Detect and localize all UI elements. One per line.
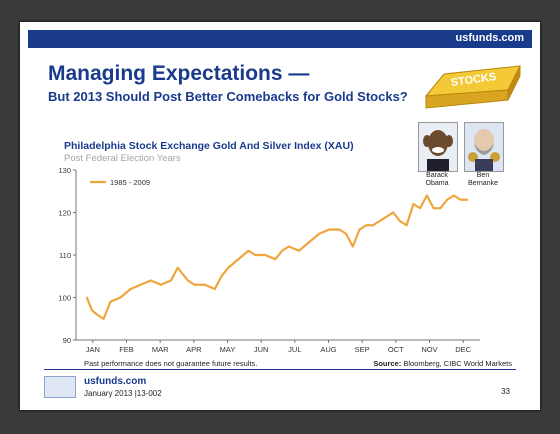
source-label: Source:: [373, 359, 402, 368]
footer-date: January 2013 |13-002: [84, 389, 162, 398]
data-point: [405, 224, 408, 227]
data-point: [439, 207, 442, 210]
x-tick-label: JAN: [86, 345, 100, 354]
bernanke-label: Ben Bernanke: [458, 172, 508, 188]
gold-bar-icon: STOCKS: [424, 65, 521, 109]
data-point: [264, 254, 267, 256]
data-point: [318, 232, 321, 235]
legend-label: 1985 - 2009: [110, 178, 150, 187]
data-point: [183, 275, 186, 278]
y-tick-label: 130: [58, 166, 71, 175]
disclaimer: Past performance does not guarantee futu…: [84, 359, 258, 368]
data-point: [446, 198, 448, 201]
data-point: [237, 258, 240, 261]
data-point: [372, 224, 374, 227]
data-point: [119, 296, 122, 299]
x-tick-label: APR: [186, 345, 202, 354]
data-point: [109, 300, 112, 303]
data-point: [459, 198, 462, 201]
data-point: [308, 241, 310, 244]
page-number: 33: [501, 387, 510, 396]
y-tick-label: 100: [58, 294, 71, 303]
bernanke-label-line2: Bernanke: [468, 180, 498, 187]
data-point: [425, 194, 428, 197]
x-tick-label: MAR: [152, 345, 169, 354]
data-point: [399, 220, 401, 222]
data-point: [220, 275, 223, 278]
data-point: [160, 283, 162, 286]
data-point: [345, 232, 347, 235]
x-tick-label: MAY: [220, 345, 236, 354]
data-point: [193, 283, 196, 286]
source-note: Source: Bloomberg, CIBC World Markets: [373, 359, 512, 368]
data-point: [432, 207, 435, 210]
data-point: [452, 194, 455, 197]
data-point: [149, 279, 152, 282]
chart-subtitle: Post Federal Election Years: [64, 153, 181, 164]
data-point: [227, 266, 230, 269]
data-point: [102, 317, 105, 320]
x-tick-label: DEC: [455, 345, 471, 354]
data-point: [85, 296, 88, 299]
data-point: [365, 224, 368, 227]
obama-label-line1: Barack: [426, 172, 448, 179]
x-tick-label: FEB: [119, 345, 134, 354]
xau-line-chart: 90 100 110 120 130 JAN FEB MAR APR MAY JUN JUL AUG SE…: [58, 166, 480, 354]
y-tick-label: 120: [58, 209, 71, 218]
data-point: [176, 266, 179, 269]
x-tick-label: AUG: [320, 345, 336, 354]
x-tick-label: OCT: [388, 345, 404, 354]
y-tick-label: 90: [63, 336, 71, 345]
series-line: [85, 194, 468, 320]
data-point: [213, 288, 216, 290]
chart-title: Philadelphia Stock Exchange Gold And Sil…: [64, 140, 354, 152]
obama-portrait: [418, 122, 458, 172]
data-point: [412, 203, 415, 205]
data-point: [170, 279, 172, 282]
footer-divider: [44, 369, 516, 370]
x-tick-label: JUL: [288, 345, 301, 354]
data-point: [338, 228, 341, 231]
data-point: [129, 288, 132, 290]
data-point: [186, 279, 189, 282]
x-tick-label: SEP: [355, 345, 370, 354]
slide: usfunds.com Managing Expectations — But …: [20, 22, 540, 410]
obama-label: Barack Obama: [412, 172, 462, 188]
chart-series: [85, 194, 469, 320]
source-text: Bloomberg, CIBC World Markets: [403, 359, 512, 368]
slide-title: Managing Expectations —: [48, 62, 310, 85]
data-point: [351, 245, 354, 248]
data-point: [298, 249, 300, 252]
usfunds-logo: [44, 376, 76, 398]
data-point: [385, 215, 388, 218]
x-tick-label: JUN: [254, 345, 269, 354]
x-tick-label: NOV: [421, 345, 437, 354]
footer-brand[interactable]: usfunds.com: [84, 376, 147, 387]
data-point: [90, 309, 93, 312]
data-point: [254, 254, 257, 256]
data-point: [287, 245, 290, 248]
chart-axes: 90 100 110 120 130 JAN FEB MAR APR MAY JUN JUL AUG SE…: [58, 166, 480, 354]
obama-label-line2: Obama: [425, 180, 449, 187]
data-point: [247, 249, 250, 252]
data-point: [203, 283, 206, 286]
data-point: [139, 283, 142, 286]
bernanke-portrait: [464, 122, 504, 172]
slide-subtitle: But 2013 Should Post Better Comebacks fo…: [48, 89, 408, 104]
data-point: [358, 228, 361, 231]
data-point: [378, 220, 381, 222]
data-point: [419, 207, 422, 210]
data-point: [466, 198, 469, 201]
data-point: [392, 211, 395, 214]
data-point: [96, 313, 98, 316]
chart-legend: 1985 - 2009: [90, 178, 150, 187]
data-point: [281, 249, 283, 252]
data-point: [274, 258, 277, 261]
data-point: [328, 228, 331, 231]
y-tick-label: 110: [59, 251, 71, 260]
header-brand[interactable]: usfunds.com: [455, 32, 524, 44]
bernanke-label-line1: Ben: [476, 172, 490, 179]
header-bar: usfunds.com: [28, 30, 532, 48]
